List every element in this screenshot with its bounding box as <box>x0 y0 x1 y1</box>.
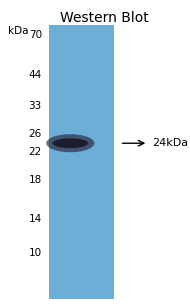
Text: 44: 44 <box>28 71 42 80</box>
Text: 10: 10 <box>29 248 42 257</box>
Text: 70: 70 <box>29 30 42 40</box>
Text: 18: 18 <box>28 175 42 185</box>
Text: 33: 33 <box>28 101 42 111</box>
Text: Western Blot: Western Blot <box>60 11 149 25</box>
Ellipse shape <box>46 134 94 152</box>
Bar <box>49 25 114 299</box>
Text: 26: 26 <box>28 129 42 139</box>
Text: kDa: kDa <box>8 26 28 36</box>
Text: 24kDa: 24kDa <box>152 138 188 148</box>
Ellipse shape <box>52 138 88 148</box>
Text: 22: 22 <box>28 148 42 157</box>
Text: 14: 14 <box>28 214 42 224</box>
